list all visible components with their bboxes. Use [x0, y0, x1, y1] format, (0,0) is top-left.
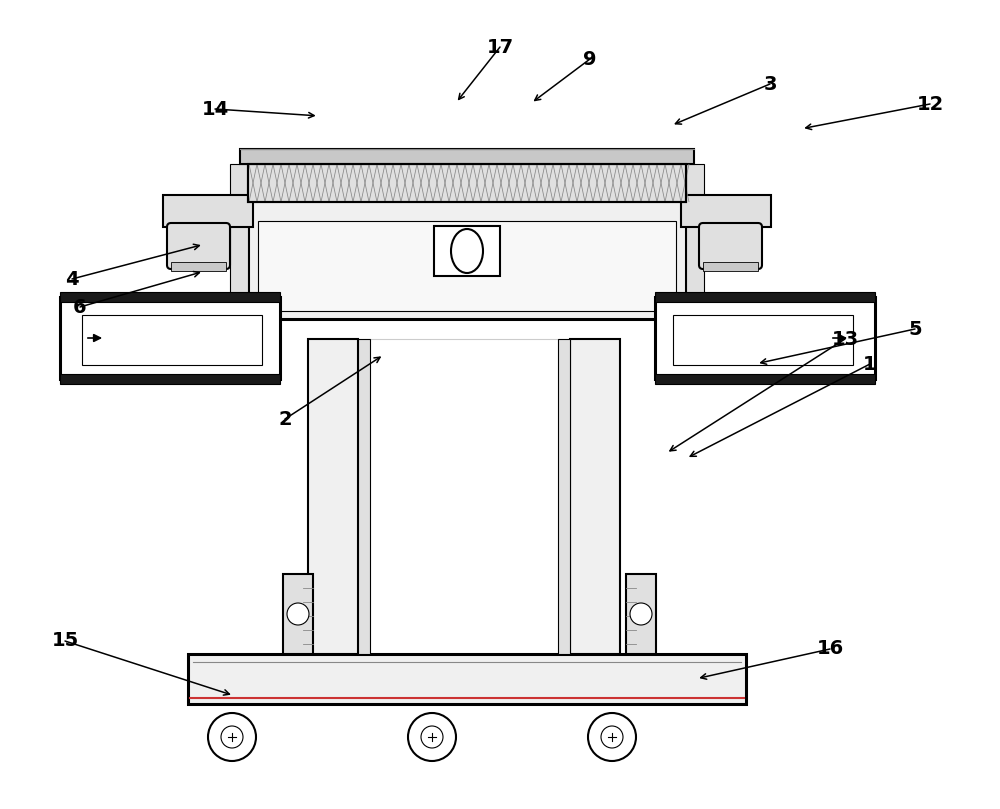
Bar	[248, 164, 686, 202]
Circle shape	[601, 726, 623, 748]
Bar	[673, 315, 853, 365]
Text: 17: 17	[486, 37, 514, 57]
Bar	[230, 164, 248, 311]
Text: 9: 9	[583, 49, 597, 69]
Text: 14: 14	[201, 100, 229, 118]
FancyBboxPatch shape	[167, 223, 230, 269]
Circle shape	[208, 713, 256, 761]
Bar	[626, 574, 656, 654]
Text: 3: 3	[763, 74, 777, 94]
Circle shape	[630, 603, 652, 625]
Circle shape	[221, 726, 243, 748]
Text: 12: 12	[916, 95, 944, 113]
Circle shape	[287, 603, 309, 625]
Text: 13: 13	[831, 329, 859, 349]
Bar	[171, 262, 226, 271]
Circle shape	[408, 713, 456, 761]
Bar	[248, 164, 686, 319]
Bar	[283, 574, 313, 654]
Text: 15: 15	[51, 632, 79, 650]
Bar	[570, 339, 620, 654]
Bar	[60, 292, 280, 302]
Bar	[434, 226, 500, 276]
Circle shape	[421, 726, 443, 748]
Bar	[655, 292, 875, 302]
FancyBboxPatch shape	[699, 223, 762, 269]
Bar	[686, 164, 704, 311]
Bar	[681, 195, 771, 227]
Bar	[558, 339, 570, 654]
Bar	[655, 297, 875, 379]
Bar	[308, 339, 358, 654]
Bar	[248, 164, 686, 202]
Text: 16: 16	[816, 639, 844, 659]
Bar	[240, 149, 694, 164]
Bar	[358, 339, 370, 654]
Text: 1: 1	[863, 354, 877, 374]
Text: 6: 6	[73, 298, 87, 316]
Bar	[703, 262, 758, 271]
Text: 4: 4	[65, 269, 79, 289]
Circle shape	[588, 713, 636, 761]
Text: 5: 5	[908, 320, 922, 338]
Bar	[163, 195, 253, 227]
Bar	[82, 315, 262, 365]
Bar	[60, 374, 280, 384]
Bar	[655, 374, 875, 384]
Bar	[258, 221, 676, 311]
Bar	[188, 654, 746, 704]
Text: 2: 2	[278, 409, 292, 429]
Ellipse shape	[451, 229, 483, 273]
Bar	[60, 297, 280, 379]
